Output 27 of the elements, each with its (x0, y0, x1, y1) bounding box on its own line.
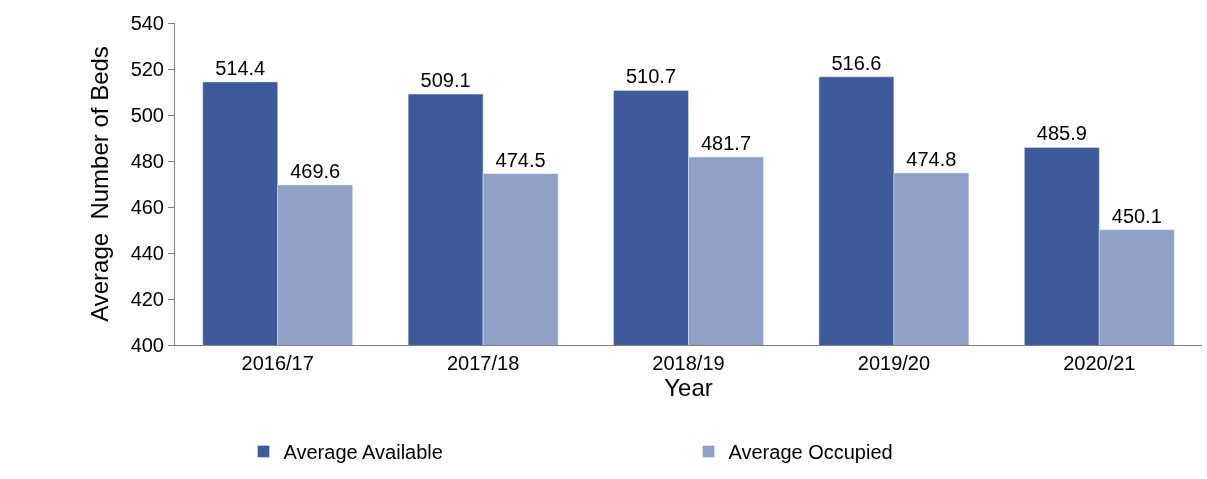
y-tick-label: 440 (130, 242, 164, 264)
data-label: 450.1 (1111, 204, 1162, 227)
y-tick-label: 540 (130, 12, 164, 34)
x-axis-title: Year (664, 374, 713, 401)
data-label: 469.6 (290, 159, 341, 182)
y-tick-label: 400 (130, 334, 164, 356)
y-tick-label: 500 (130, 104, 164, 126)
legend-label: Average Available (283, 441, 443, 464)
y-tick-label: 460 (130, 196, 164, 218)
data-label: 485.9 (1036, 122, 1087, 145)
y-tick-label: 480 (130, 150, 164, 172)
data-label: 481.7 (700, 132, 752, 155)
data-label: 514.4 (215, 56, 266, 79)
data-label: 474.5 (495, 148, 546, 171)
y-tick-label: 520 (130, 58, 164, 80)
x-tick-label: 2019/20 (857, 352, 931, 374)
data-label: 510.7 (625, 65, 677, 88)
y-tick-label: 420 (130, 288, 164, 310)
x-tick-label: 2016/17 (241, 352, 314, 374)
y-axis-title: Average Number of Beds (85, 46, 113, 322)
x-tick-label: 2018/19 (652, 352, 725, 374)
data-label: 474.8 (906, 147, 957, 170)
data-label: 509.1 (420, 69, 471, 92)
data-label: 516.6 (831, 51, 882, 74)
x-tick-label: 2020/21 (1063, 352, 1136, 374)
x-tick-label: 2017/18 (446, 352, 520, 374)
legend-label: Average Occupied (728, 441, 893, 464)
